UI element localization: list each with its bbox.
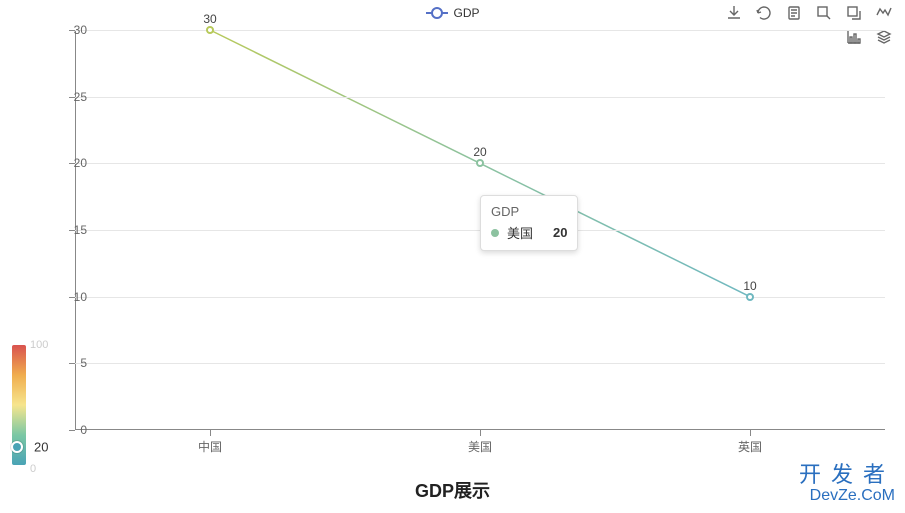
watermark-line1: 开发者 xyxy=(799,463,895,487)
y-axis-label: 30 xyxy=(74,23,87,37)
tooltip-dot-icon xyxy=(491,229,499,237)
tooltip-series: GDP xyxy=(491,204,567,219)
data-point-label: 10 xyxy=(743,278,756,292)
y-axis-label: 5 xyxy=(80,356,87,370)
stack-button[interactable] xyxy=(875,4,893,22)
y-axis-label: 0 xyxy=(80,423,87,437)
y-axis-label: 20 xyxy=(74,156,87,170)
visual-map-min-label: 0 xyxy=(30,463,36,507)
watermark: 开发者 DevZe.CoM xyxy=(799,463,895,505)
x-tick xyxy=(210,430,211,436)
tooltip-row: 美国 20 xyxy=(491,223,567,242)
data-point[interactable] xyxy=(746,293,754,301)
data-point-label: 20 xyxy=(473,145,486,159)
grid-line xyxy=(75,363,885,364)
chart-title: GDP展示 xyxy=(415,477,490,503)
data-view-button[interactable] xyxy=(785,4,803,22)
legend-label: GDP xyxy=(453,6,479,20)
x-axis-label: 中国 xyxy=(198,438,222,455)
visual-map-value: 20 xyxy=(34,440,48,455)
legend[interactable]: GDP xyxy=(425,6,479,20)
data-zoom-button[interactable] xyxy=(815,4,833,22)
grid-line xyxy=(75,30,885,31)
y-axis-label: 25 xyxy=(74,90,87,104)
save-image-button[interactable] xyxy=(725,4,743,22)
tooltip: GDP 美国 20 xyxy=(480,195,578,251)
data-point[interactable] xyxy=(206,26,214,34)
tooltip-value: 20 xyxy=(553,225,567,240)
chart-root: { "legend": { "label": "GDP", "marker_co… xyxy=(0,0,905,513)
y-axis-label: 15 xyxy=(74,223,87,237)
data-point-label: 30 xyxy=(203,12,216,26)
watermark-line2: DevZe.CoM xyxy=(799,487,895,505)
grid-line xyxy=(75,297,885,298)
data-point[interactable] xyxy=(476,159,484,167)
toolbox-row-1 xyxy=(725,4,893,22)
x-axis-label: 美国 xyxy=(468,438,492,455)
visual-map[interactable]: 100 0 20 xyxy=(6,345,54,505)
x-axis-label: 英国 xyxy=(738,438,762,455)
visual-map-handle-icon[interactable] xyxy=(11,441,23,453)
x-tick xyxy=(480,430,481,436)
x-tick xyxy=(750,430,751,436)
y-tick xyxy=(69,363,75,364)
y-tick xyxy=(69,430,75,431)
restore-button[interactable] xyxy=(755,4,773,22)
visual-map-max-label: 100 xyxy=(30,339,48,351)
tooltip-category: 美国 xyxy=(507,223,533,242)
y-axis-label: 10 xyxy=(74,290,87,304)
grid-line xyxy=(75,97,885,98)
data-zoom-back-button[interactable] xyxy=(845,4,863,22)
legend-marker-icon xyxy=(425,8,447,18)
